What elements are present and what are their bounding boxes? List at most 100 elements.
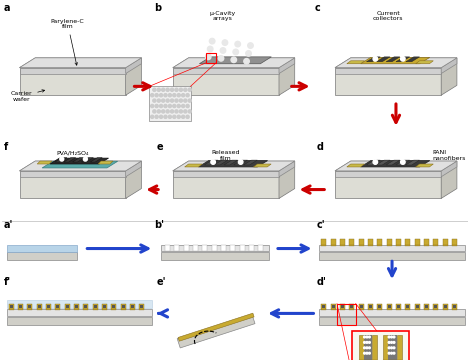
Bar — [433, 239, 438, 245]
Polygon shape — [173, 161, 295, 171]
Circle shape — [391, 336, 392, 338]
Polygon shape — [173, 58, 295, 68]
Bar — [383, 335, 388, 360]
Bar — [330, 239, 336, 245]
Bar — [18, 309, 23, 310]
Polygon shape — [126, 58, 141, 74]
Circle shape — [391, 347, 392, 349]
Polygon shape — [335, 171, 441, 177]
Circle shape — [153, 99, 156, 102]
Polygon shape — [406, 57, 419, 62]
Circle shape — [175, 88, 178, 91]
Bar — [140, 305, 143, 309]
Circle shape — [177, 93, 180, 97]
Circle shape — [168, 115, 172, 118]
Bar — [139, 304, 145, 309]
Circle shape — [393, 347, 395, 349]
Circle shape — [177, 104, 180, 108]
Polygon shape — [441, 161, 457, 199]
Circle shape — [186, 93, 189, 97]
Circle shape — [388, 342, 390, 343]
Polygon shape — [126, 161, 141, 199]
Bar — [340, 309, 345, 310]
Polygon shape — [361, 57, 430, 64]
Bar — [28, 305, 31, 309]
Bar — [377, 304, 382, 309]
Polygon shape — [19, 58, 141, 68]
Bar — [65, 309, 70, 310]
Bar — [415, 304, 419, 309]
Bar — [55, 309, 60, 310]
Bar — [121, 304, 126, 309]
Polygon shape — [55, 158, 67, 162]
Circle shape — [248, 43, 253, 48]
Circle shape — [171, 110, 173, 113]
Circle shape — [366, 347, 368, 349]
Bar — [452, 309, 457, 310]
Circle shape — [186, 115, 189, 118]
Circle shape — [364, 347, 365, 349]
Circle shape — [218, 56, 224, 61]
Bar — [319, 245, 465, 252]
Circle shape — [369, 336, 370, 338]
Bar — [424, 304, 429, 309]
Polygon shape — [200, 57, 271, 64]
Bar — [364, 335, 373, 360]
Polygon shape — [441, 58, 457, 74]
Circle shape — [157, 110, 160, 113]
Polygon shape — [441, 58, 457, 95]
Bar — [66, 305, 69, 309]
Circle shape — [388, 352, 390, 354]
Bar — [337, 304, 356, 325]
Bar — [405, 309, 410, 310]
Circle shape — [364, 342, 365, 343]
Circle shape — [391, 352, 392, 354]
Circle shape — [155, 93, 158, 97]
Polygon shape — [173, 58, 295, 68]
Bar — [350, 305, 353, 309]
Text: a': a' — [4, 220, 13, 230]
Bar — [332, 305, 335, 309]
Bar — [83, 304, 88, 309]
Polygon shape — [82, 158, 93, 162]
Polygon shape — [416, 164, 433, 167]
Circle shape — [369, 347, 370, 349]
Bar — [443, 309, 447, 310]
Bar — [378, 305, 381, 309]
Bar — [341, 305, 344, 309]
Bar — [183, 245, 189, 252]
Polygon shape — [347, 164, 365, 167]
Circle shape — [182, 93, 185, 97]
Polygon shape — [234, 160, 247, 165]
Circle shape — [373, 160, 378, 164]
Polygon shape — [37, 161, 52, 164]
Bar — [405, 304, 410, 309]
Circle shape — [244, 58, 249, 64]
Bar — [330, 304, 336, 309]
Circle shape — [159, 93, 163, 97]
Polygon shape — [335, 58, 457, 68]
Polygon shape — [376, 57, 390, 62]
Bar — [444, 305, 447, 309]
Bar — [38, 305, 41, 309]
Bar — [359, 335, 364, 360]
Text: f: f — [4, 142, 8, 152]
Bar — [111, 304, 116, 309]
Bar — [84, 305, 87, 309]
Polygon shape — [173, 171, 279, 177]
Bar — [383, 360, 402, 361]
Bar — [425, 305, 428, 309]
Text: b': b' — [154, 220, 164, 230]
Text: f': f' — [4, 277, 11, 287]
Circle shape — [151, 93, 154, 97]
Circle shape — [153, 88, 156, 91]
Polygon shape — [406, 160, 419, 165]
Circle shape — [173, 104, 176, 108]
Circle shape — [155, 104, 158, 108]
Polygon shape — [335, 58, 457, 68]
Bar — [74, 309, 79, 310]
Bar — [36, 304, 42, 309]
Bar — [322, 305, 325, 309]
Circle shape — [184, 99, 187, 102]
Text: d: d — [316, 142, 323, 152]
